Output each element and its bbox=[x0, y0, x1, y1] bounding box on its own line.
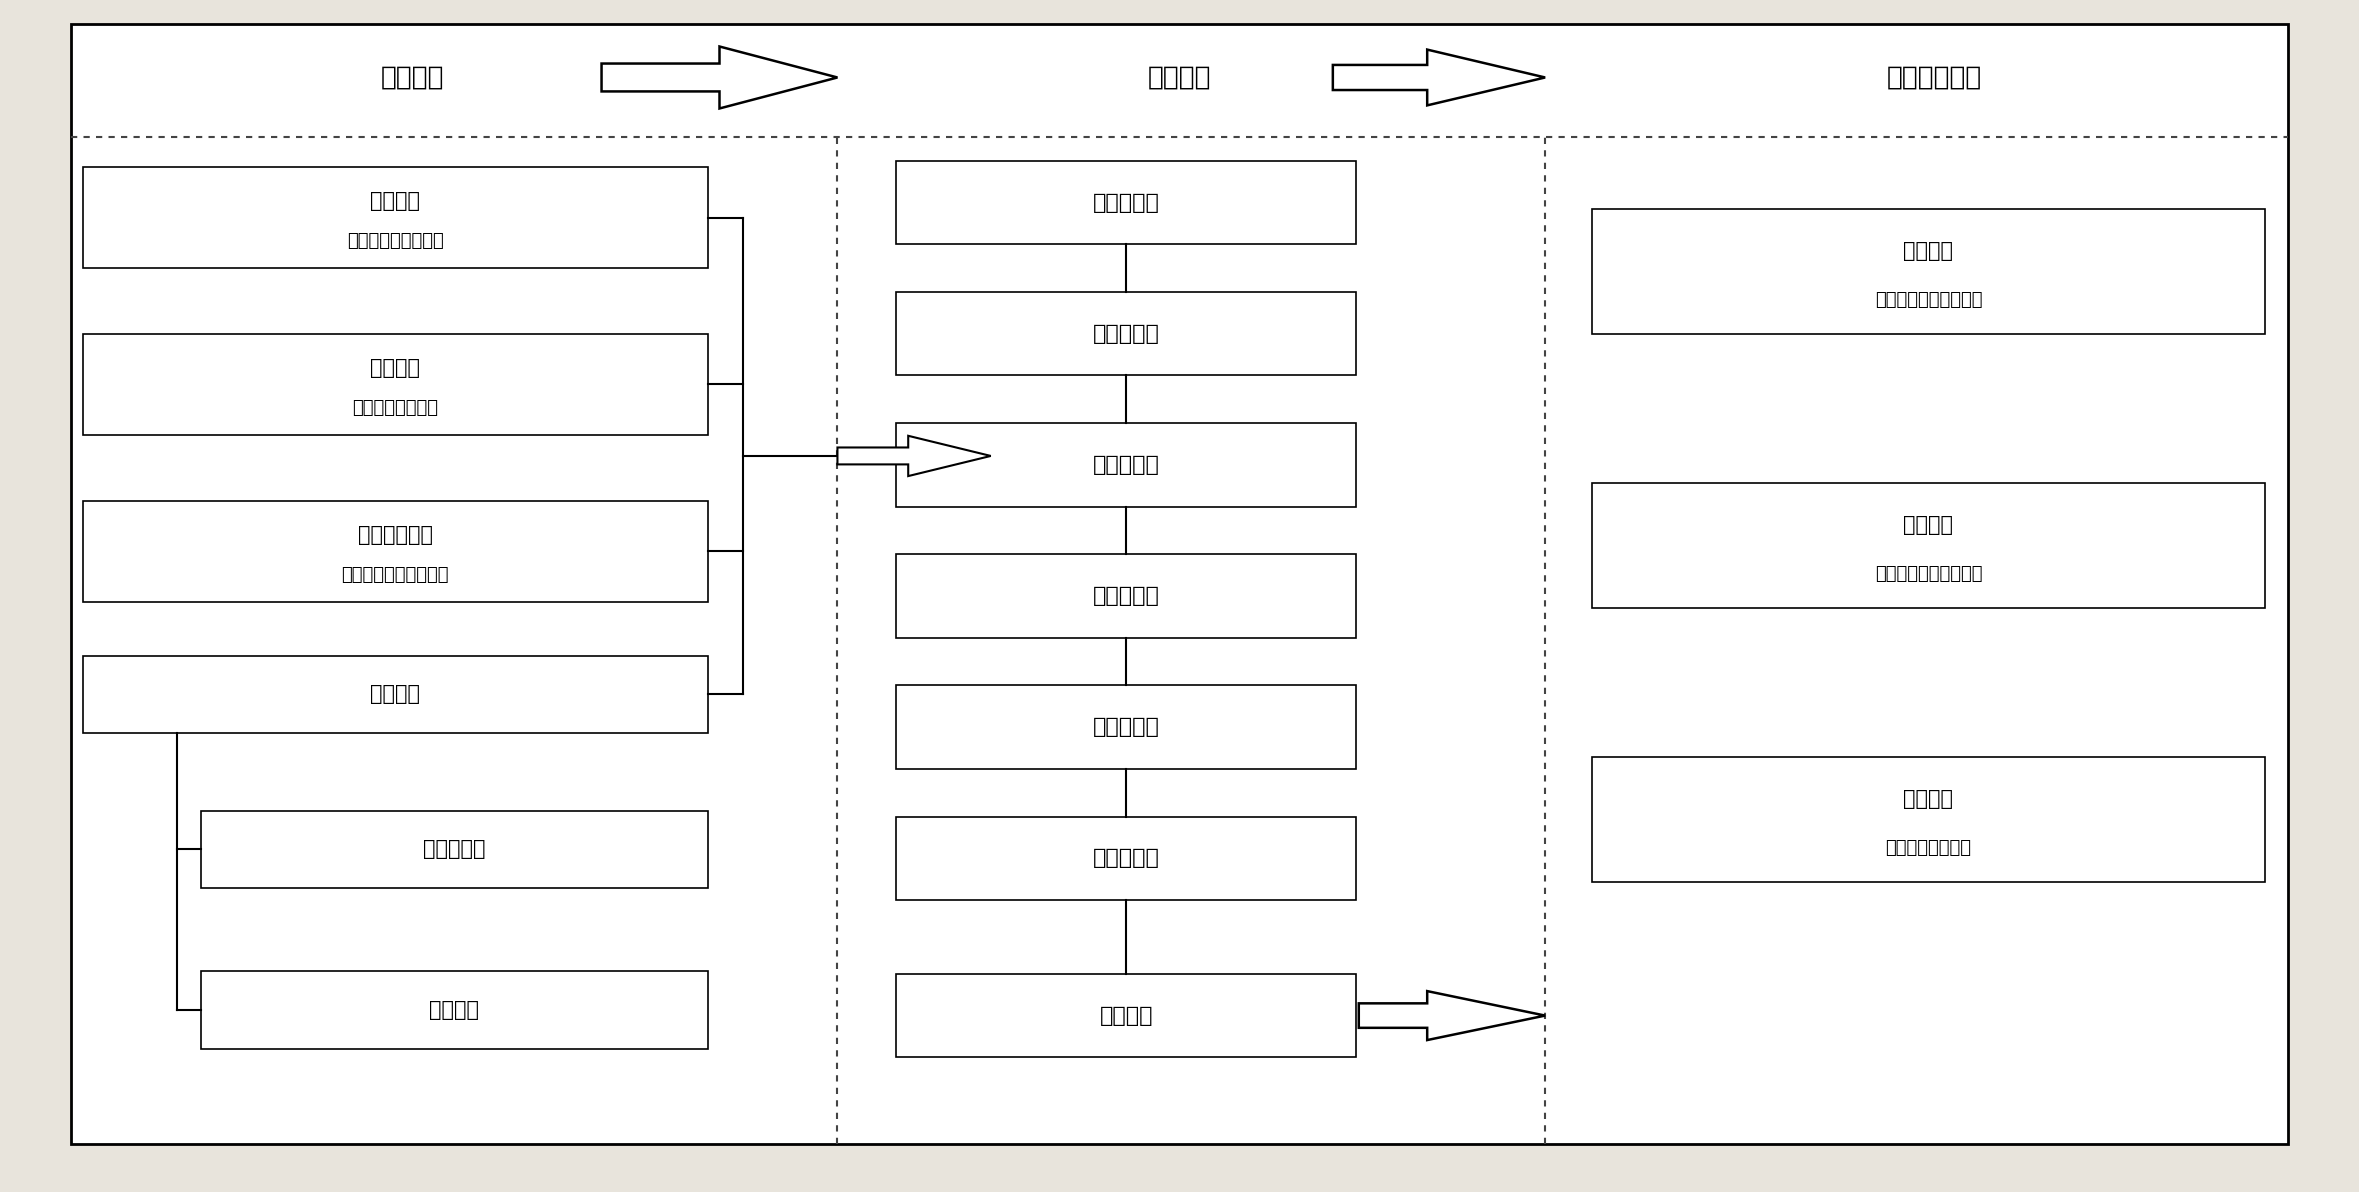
Text: 有效控制车辆通行: 有效控制车辆通行 bbox=[1885, 839, 1972, 857]
Text: 准备阶段: 准备阶段 bbox=[382, 64, 443, 91]
FancyBboxPatch shape bbox=[71, 24, 2288, 1144]
Text: 材料设备准备: 材料设备准备 bbox=[359, 526, 432, 545]
Polygon shape bbox=[1333, 50, 1545, 105]
Text: 配合比设计: 配合比设计 bbox=[1092, 193, 1161, 212]
FancyBboxPatch shape bbox=[896, 817, 1356, 900]
Text: 试验路铺筑: 试验路铺筑 bbox=[1092, 324, 1161, 343]
Text: 质量检验: 质量检验 bbox=[1904, 241, 1953, 261]
FancyBboxPatch shape bbox=[1592, 483, 2265, 608]
Text: 混合料摊铺: 混合料摊铺 bbox=[1092, 718, 1161, 737]
FancyBboxPatch shape bbox=[83, 656, 708, 733]
Text: 施工交底、明确职责: 施工交底、明确职责 bbox=[347, 231, 443, 250]
FancyBboxPatch shape bbox=[83, 334, 708, 435]
Text: 混合料拌合: 混合料拌合 bbox=[1092, 455, 1161, 474]
FancyBboxPatch shape bbox=[896, 161, 1356, 244]
Text: 水泥、骨料等进场报验: 水泥、骨料等进场报验 bbox=[342, 565, 448, 584]
FancyBboxPatch shape bbox=[1592, 209, 2265, 334]
Polygon shape bbox=[602, 46, 837, 108]
FancyBboxPatch shape bbox=[201, 811, 708, 888]
FancyBboxPatch shape bbox=[896, 292, 1356, 375]
Text: 验收下承层: 验收下承层 bbox=[422, 839, 486, 859]
Text: 检测养护阶段: 检测养护阶段 bbox=[1887, 64, 1982, 91]
FancyBboxPatch shape bbox=[83, 167, 708, 268]
FancyBboxPatch shape bbox=[896, 423, 1356, 507]
Text: 机械设备进场报验: 机械设备进场报验 bbox=[351, 398, 439, 417]
Text: 接缝处理: 接缝处理 bbox=[1099, 1006, 1154, 1025]
Text: 施工阶段: 施工阶段 bbox=[1149, 64, 1210, 91]
Text: 外观及各项指标的检测: 外观及各项指标的检测 bbox=[1875, 291, 1982, 309]
FancyBboxPatch shape bbox=[83, 501, 708, 602]
FancyBboxPatch shape bbox=[896, 554, 1356, 638]
Text: 保湿养护: 保湿养护 bbox=[1904, 515, 1953, 535]
Polygon shape bbox=[837, 436, 991, 476]
FancyBboxPatch shape bbox=[1592, 757, 2265, 882]
Text: 交通管制: 交通管制 bbox=[1904, 789, 1953, 809]
FancyBboxPatch shape bbox=[896, 974, 1356, 1057]
Text: 人员准备: 人员准备 bbox=[370, 192, 420, 211]
Text: 机械准备: 机械准备 bbox=[370, 359, 420, 378]
Text: 洒水湿润，覆盖土工布: 洒水湿润，覆盖土工布 bbox=[1875, 565, 1982, 583]
FancyBboxPatch shape bbox=[896, 685, 1356, 769]
Text: 现场准备: 现场准备 bbox=[370, 684, 420, 704]
Text: 施工放样: 施工放样 bbox=[429, 1000, 479, 1020]
Text: 混合料运输: 混合料运输 bbox=[1092, 586, 1161, 606]
Polygon shape bbox=[1359, 991, 1545, 1041]
Text: 混合料碾压: 混合料碾压 bbox=[1092, 849, 1161, 868]
FancyBboxPatch shape bbox=[201, 971, 708, 1049]
